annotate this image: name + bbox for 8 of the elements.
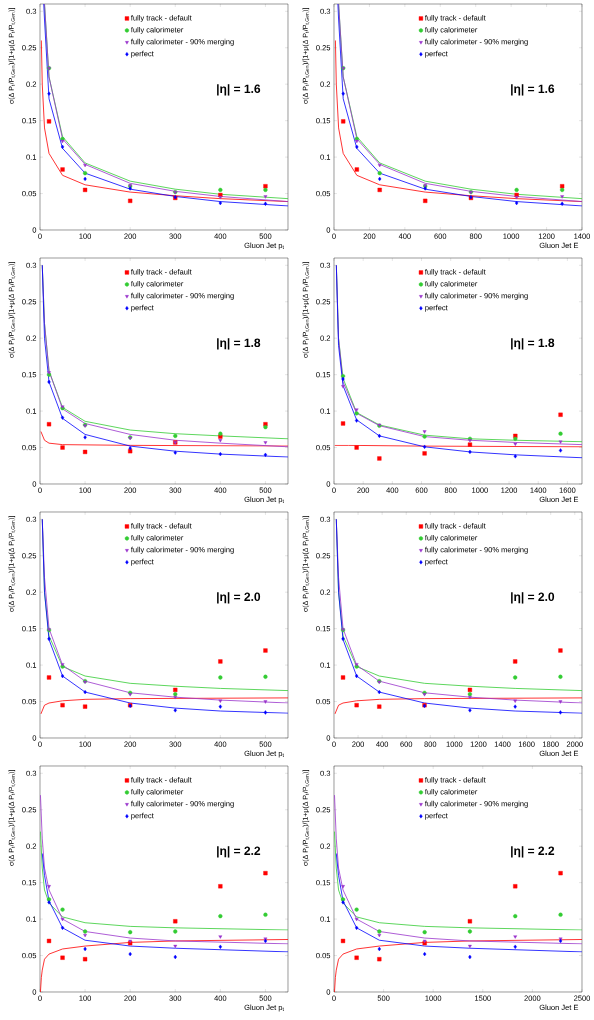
annotation: |η| = 2.2 bbox=[217, 846, 261, 858]
annotation: |η| = 2.2 bbox=[511, 846, 555, 858]
annotation: |η| = 1.8 bbox=[217, 338, 261, 350]
annotation: |η| = 1.6 bbox=[511, 84, 555, 96]
annotation: |η| = 1.8 bbox=[511, 338, 555, 350]
annotation: |η| = 2.0 bbox=[217, 592, 261, 604]
annotation: |η| = 2.0 bbox=[511, 592, 555, 604]
annotation: |η| = 1.6 bbox=[217, 84, 261, 96]
